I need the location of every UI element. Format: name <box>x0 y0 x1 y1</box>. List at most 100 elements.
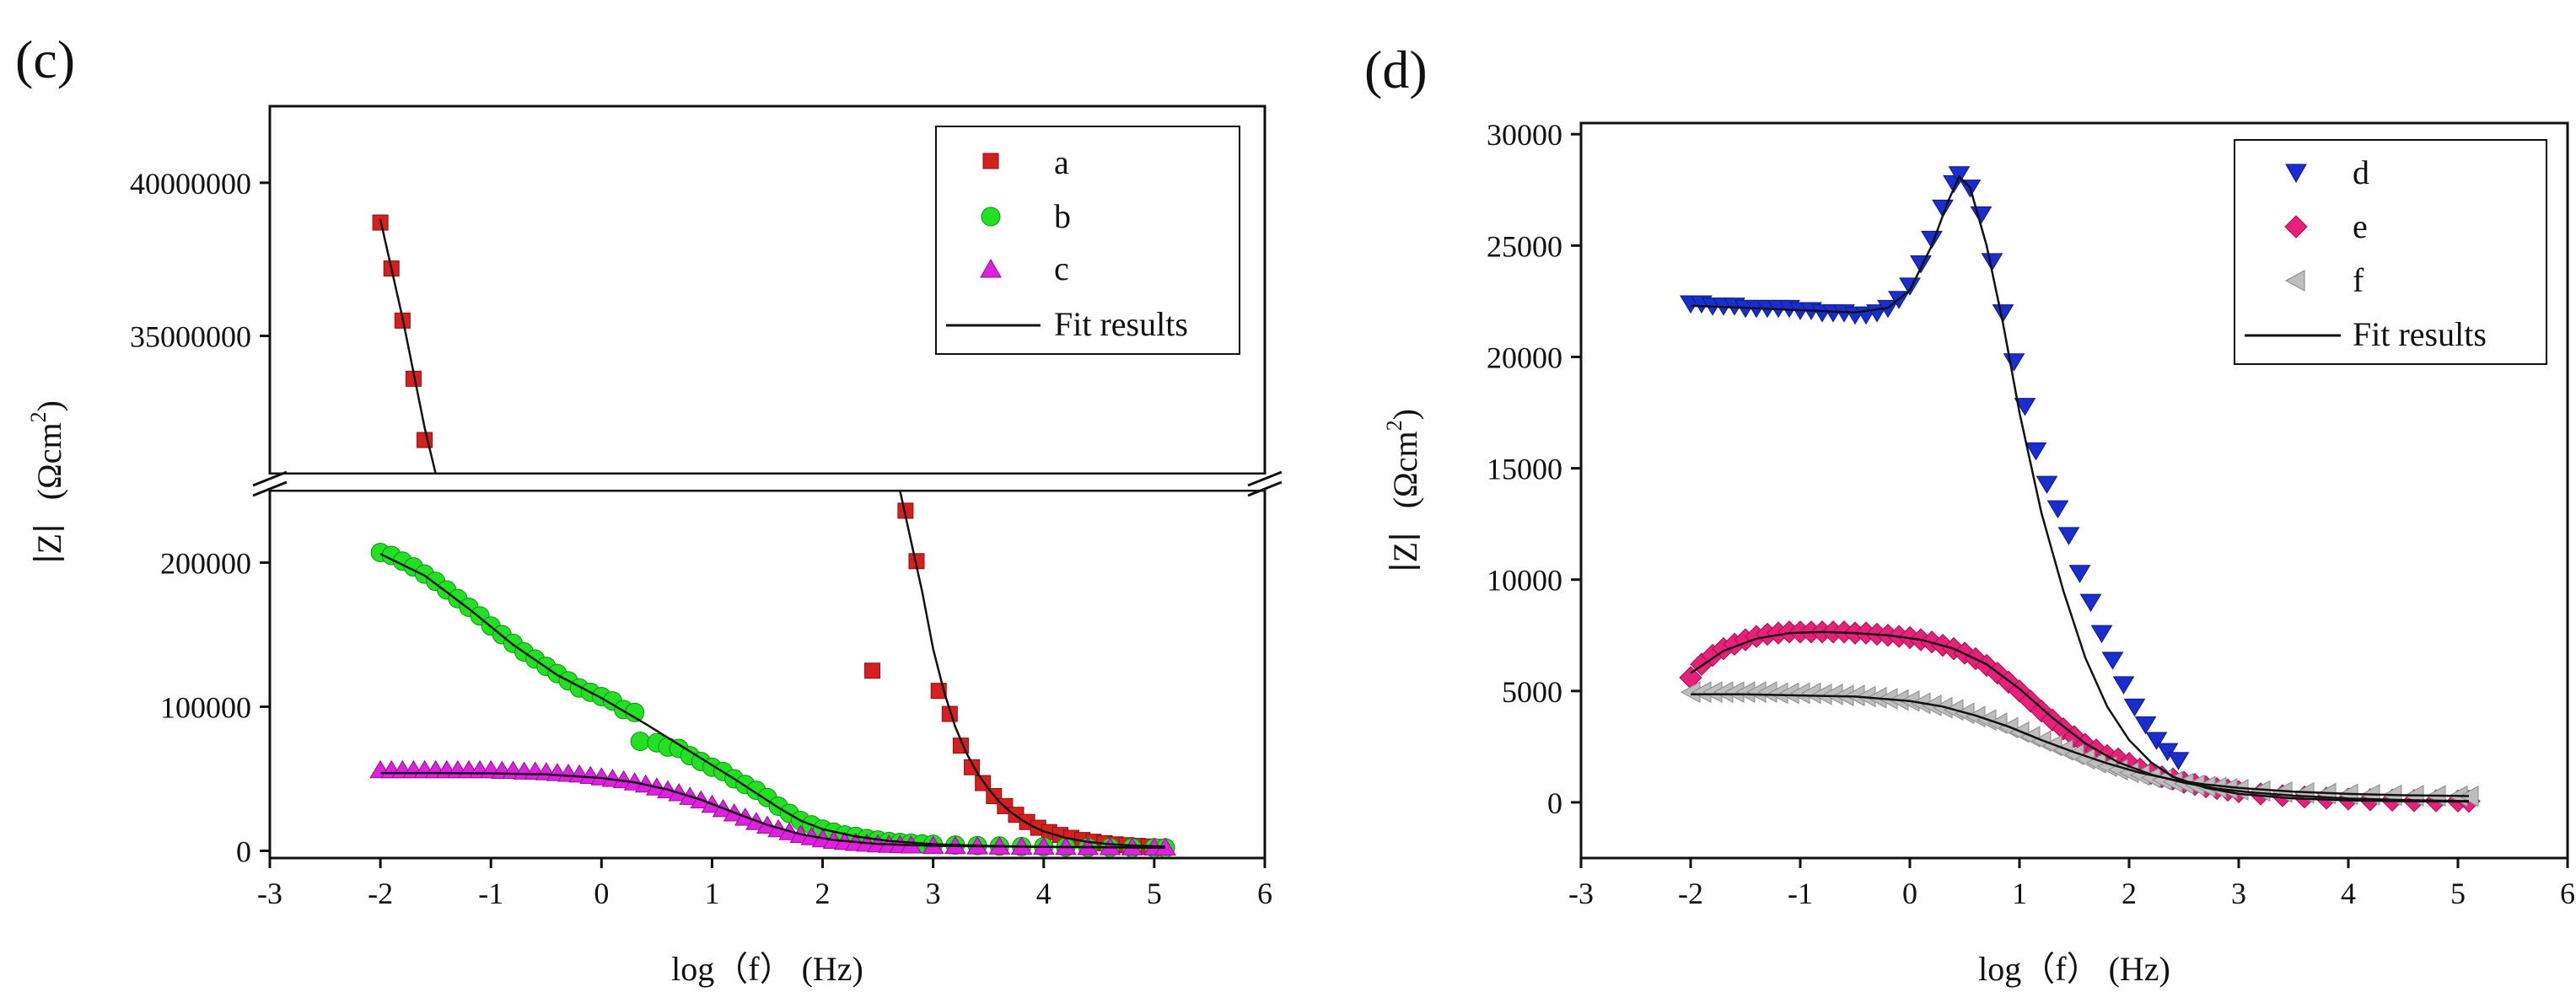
x-tick-label-d: 5 <box>2450 877 2466 910</box>
y-axis-title-d-close: ) <box>1386 409 1424 420</box>
x-tick-label-d: -2 <box>1678 877 1703 910</box>
data-point-d <box>1899 277 1921 296</box>
data-point-d <box>2025 442 2047 461</box>
legend-marker-e <box>2284 215 2308 239</box>
y-axis-title-c-unit: (Ωcm <box>30 422 68 500</box>
x-axis-title-d: log（f） (Hz) <box>1978 950 2170 988</box>
x-tick-label-d: 3 <box>2231 877 2246 910</box>
fit-f-line <box>1691 693 2470 797</box>
fit-a-high-line <box>899 490 1166 848</box>
y-axis-ticks-c: 0 100000 200000 35000000 40000000 <box>130 167 270 868</box>
x-tick-label-c: -3 <box>257 877 282 910</box>
panel-label-d: (d) <box>1364 40 1428 99</box>
x-tick-label-c: -1 <box>478 877 503 910</box>
legend-c: a b c Fit results <box>935 126 1240 355</box>
data-point-d <box>1970 206 1993 225</box>
data-point-d <box>1981 253 2003 271</box>
x-tick-label-d: -1 <box>1788 877 1813 910</box>
x-tick-label-c: 2 <box>815 877 831 910</box>
y-axis-title-d-unit: (Ωcm <box>1386 431 1424 508</box>
series-layer-d <box>1679 166 2481 813</box>
axis-break-mark-left-1 <box>252 470 288 487</box>
x-tick-label-c: 5 <box>1147 877 1162 910</box>
data-point-d <box>1992 304 2014 323</box>
y-axis-title-c-exp: 2 <box>26 411 51 422</box>
x-tick-label-d: 2 <box>2122 877 2137 910</box>
data-point-d <box>2003 353 2025 372</box>
legend-d: d e f Fit results <box>2234 139 2547 365</box>
y-tick-label-d: 20000 <box>1487 341 1562 374</box>
data-point-d <box>2036 475 2058 495</box>
legend-marker-a <box>982 153 999 169</box>
data-point-d <box>2068 565 2091 583</box>
y-axis-ticks-d: 0 5000 10000 15000 20000 25000 30000 <box>1487 118 1581 820</box>
legend-label-d: d <box>2353 153 2369 191</box>
fit-b-line <box>379 553 1166 850</box>
fit-d-line <box>1690 174 2470 803</box>
x-tick-label-c: 1 <box>704 877 719 910</box>
y-tick-label-c: 200000 <box>160 546 251 580</box>
data-point-d <box>2167 752 2190 770</box>
x-tick-label-c: -2 <box>368 877 393 910</box>
y-tick-label-d: 15000 <box>1487 453 1562 486</box>
legend-marker-f <box>2284 270 2305 292</box>
plot-frame-lower <box>268 489 1266 860</box>
y-tick-label-c: 35000000 <box>130 320 251 354</box>
plot-frame-d <box>1579 121 2569 860</box>
x-tick-label-c: 4 <box>1036 877 1051 910</box>
svg-text:∣Z∣ (Ωcm2): ∣Z∣ (Ωcm2) <box>26 400 68 564</box>
y-axis-title-c-close: ) <box>30 400 68 411</box>
y-tick-label-d: 5000 <box>1502 675 1562 709</box>
legend-label-c: c <box>1054 249 1069 287</box>
svg-text:∣Z∣ (Ωcm2): ∣Z∣ (Ωcm2) <box>1382 409 1424 572</box>
axis-break-mark-left-2 <box>252 480 288 497</box>
data-point-d <box>2145 732 2168 750</box>
legend-label-f: f <box>2353 261 2364 299</box>
legend-label-fit-d: Fit results <box>2353 315 2487 353</box>
data-point-d <box>2057 527 2080 545</box>
legend-label-a: a <box>1054 143 1069 181</box>
data-point-a <box>864 662 881 679</box>
data-point-d <box>2134 716 2157 735</box>
x-tick-label-c: 3 <box>926 877 941 910</box>
x-axis-ticks-c: -3 -2 -1 0 1 2 3 4 5 6 <box>257 858 1272 910</box>
legend-label-fit-c: Fit results <box>1054 305 1188 343</box>
x-tick-label-d: 0 <box>1902 877 1917 910</box>
x-tick-label-c: 6 <box>1257 877 1272 910</box>
panel-label-c: (c) <box>15 30 75 89</box>
data-point-d <box>1910 255 1932 274</box>
data-point-d <box>2156 743 2179 762</box>
x-axis-title-c: log（f） (Hz) <box>671 950 863 988</box>
y-axis-title-d-z: ∣Z∣ <box>1386 532 1424 572</box>
data-point-d <box>2112 676 2135 695</box>
panel-c: (c) -3 -2 -1 0 1 2 3 4 5 6 0 100000 200000 35000000 4… <box>15 30 1283 988</box>
x-tick-label-d: -3 <box>1568 877 1594 910</box>
panel-d: (d) -3 -2 -1 0 1 2 3 4 5 6 0 5000 10000 15000 20000 25… <box>1364 40 2575 988</box>
data-point-d <box>2079 593 2102 613</box>
data-point-d <box>2101 652 2124 670</box>
data-point-d <box>2123 698 2146 717</box>
x-tick-label-d: 1 <box>2012 877 2027 910</box>
x-tick-label-d: 6 <box>2560 877 2575 910</box>
legend-marker-b <box>981 206 1001 227</box>
legend-marker-d <box>2285 164 2307 184</box>
y-axis-title-d-exp: 2 <box>1382 420 1406 431</box>
fit-c-line <box>380 771 1166 849</box>
data-point-d <box>2090 625 2113 644</box>
y-tick-label-d: 10000 <box>1487 564 1562 598</box>
fit-e-line <box>1690 630 2470 802</box>
y-tick-label-d: 0 <box>1547 786 1562 820</box>
data-point-d <box>2014 398 2036 416</box>
x-tick-label-d: 4 <box>2341 877 2356 910</box>
x-axis-ticks-d: -3 -2 -1 0 1 2 3 4 5 6 <box>1568 858 2575 910</box>
axis-break-mark-right-2 <box>1247 480 1283 497</box>
y-tick-label-d: 25000 <box>1487 229 1562 263</box>
legend-marker-c <box>980 258 1002 278</box>
legend-box-d <box>2234 139 2547 365</box>
y-axis-title-d: ∣Z∣ (Ωcm2) <box>1382 409 1424 572</box>
axis-break-mark-right-1 <box>1247 470 1283 487</box>
data-point-b <box>630 732 650 752</box>
data-point-b <box>625 702 645 722</box>
data-point-d <box>1921 230 1943 249</box>
